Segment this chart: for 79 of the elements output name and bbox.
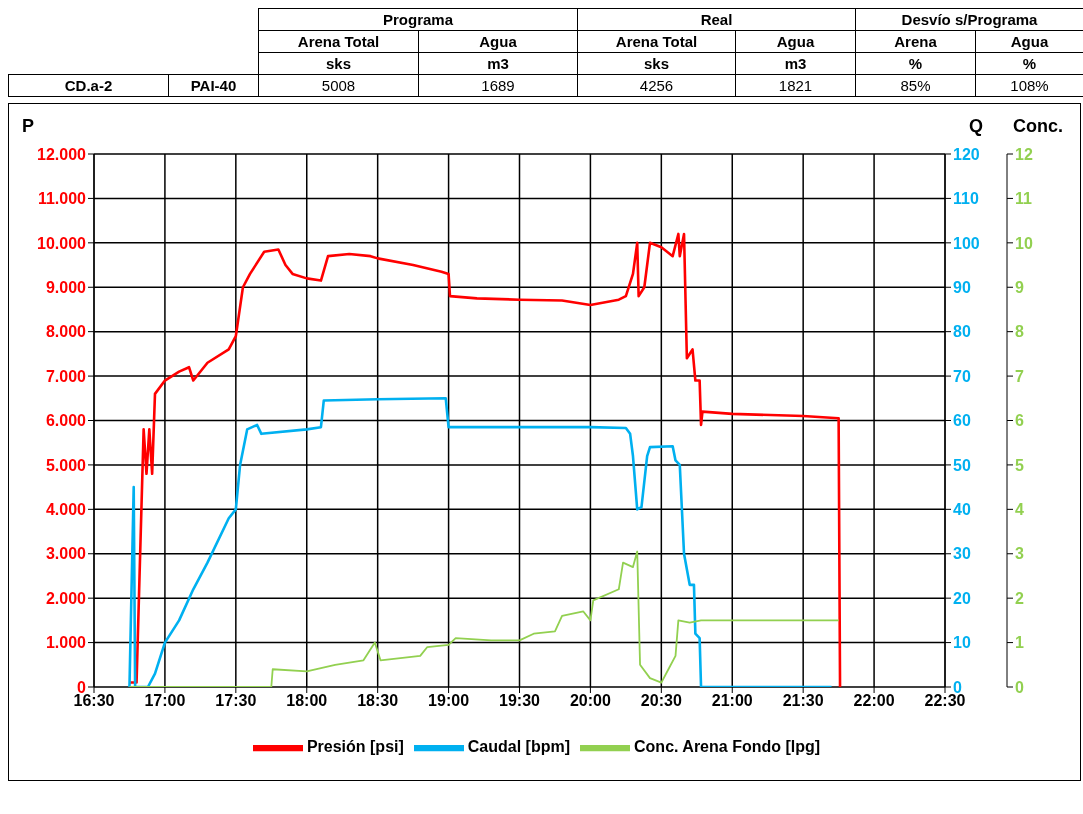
- y-tick-label: 9.000: [45, 278, 87, 296]
- y-tick-label: 7.000: [45, 367, 87, 385]
- text: 1821: [735, 74, 856, 97]
- y-tick-label: 2.000: [45, 589, 87, 607]
- y2-tick-label: 100: [953, 234, 980, 252]
- y3-tick-label: 12: [1015, 145, 1033, 163]
- x-tick-label: 17:00: [144, 692, 186, 710]
- y2-tick-label: 110: [953, 190, 979, 208]
- text: Agua: [975, 30, 1083, 53]
- legend-label: Conc. Arena Fondo [lpg]: [634, 738, 821, 756]
- text: 1689: [418, 74, 578, 97]
- text: m3: [418, 52, 578, 75]
- y2-tick-label: 50: [953, 456, 971, 474]
- y-axis-title: P: [21, 116, 35, 136]
- x-tick-label: 18:00: [286, 692, 328, 710]
- text: PAI-40: [168, 74, 259, 97]
- text: Arena Total: [258, 30, 419, 53]
- y-tick-label: 4.000: [45, 501, 87, 519]
- text: 85%: [855, 74, 976, 97]
- text: Arena Total: [577, 30, 736, 53]
- y3-axis-title: Conc.: [1012, 116, 1064, 136]
- x-tick-label: 22:30: [924, 692, 966, 710]
- y3-tick-label: 11: [1015, 190, 1033, 208]
- x-tick-label: 19:00: [428, 692, 470, 710]
- y3-tick-label: 2: [1015, 589, 1024, 607]
- x-tick-label: 16:30: [73, 692, 115, 710]
- y3-tick-label: 6: [1015, 412, 1024, 430]
- y2-axis-title: Q: [968, 116, 984, 136]
- x-tick-label: 17:30: [215, 692, 257, 710]
- y3-tick-label: 4: [1015, 501, 1024, 519]
- y2-tick-label: 10: [953, 634, 971, 652]
- text: Agua: [735, 30, 856, 53]
- text: Real: [577, 8, 856, 31]
- y2-tick-label: 90: [953, 278, 971, 296]
- text: Arena: [855, 30, 976, 53]
- y2-tick-label: 80: [953, 323, 971, 341]
- text: Desvío s/Programa: [855, 8, 1083, 31]
- y-tick-label: 3.000: [45, 545, 87, 563]
- x-tick-label: 21:00: [711, 692, 753, 710]
- y-tick-label: 5.000: [45, 456, 87, 474]
- x-tick-label: 21:30: [782, 692, 824, 710]
- text: Programa: [258, 8, 578, 31]
- y3-tick-label: 1: [1015, 634, 1024, 652]
- text: sks: [577, 52, 736, 75]
- y3-tick-label: 5: [1015, 456, 1024, 474]
- y-tick-label: 12.000: [37, 145, 87, 163]
- y3-tick-label: 10: [1015, 234, 1033, 252]
- y2-tick-label: 60: [953, 412, 971, 430]
- y-tick-label: 8.000: [45, 323, 87, 341]
- x-tick-label: 20:30: [640, 692, 682, 710]
- y3-tick-label: 9: [1015, 278, 1024, 296]
- text: 5008: [258, 74, 419, 97]
- y2-tick-label: 70: [953, 367, 971, 385]
- text: Agua: [418, 30, 578, 53]
- text: %: [975, 52, 1083, 75]
- x-tick-label: 19:30: [499, 692, 541, 710]
- legend-label: Caudal [bpm]: [467, 738, 571, 756]
- y-tick-label: 10.000: [37, 234, 87, 252]
- text: %: [855, 52, 976, 75]
- y3-tick-label: 8: [1015, 323, 1024, 341]
- y3-tick-label: 3: [1015, 545, 1024, 563]
- y2-tick-label: 20: [953, 589, 971, 607]
- y2-tick-label: 120: [953, 145, 980, 163]
- text: 108%: [975, 74, 1083, 97]
- x-tick-label: 20:00: [569, 692, 611, 710]
- y2-tick-label: 30: [953, 545, 971, 563]
- y-tick-label: 11.000: [37, 190, 87, 208]
- text: sks: [258, 52, 419, 75]
- y2-tick-label: 40: [953, 501, 971, 519]
- legend-label: Presión [psi]: [306, 738, 404, 756]
- y3-tick-label: 7: [1015, 367, 1024, 385]
- y-tick-label: 6.000: [45, 412, 87, 430]
- x-tick-label: 18:30: [357, 692, 399, 710]
- x-tick-label: 22:00: [853, 692, 895, 710]
- text: m3: [735, 52, 856, 75]
- y-tick-label: 1.000: [45, 634, 87, 652]
- text: CD.a-2: [8, 74, 169, 97]
- y3-tick-label: 0: [1015, 678, 1024, 696]
- text: 4256: [577, 74, 736, 97]
